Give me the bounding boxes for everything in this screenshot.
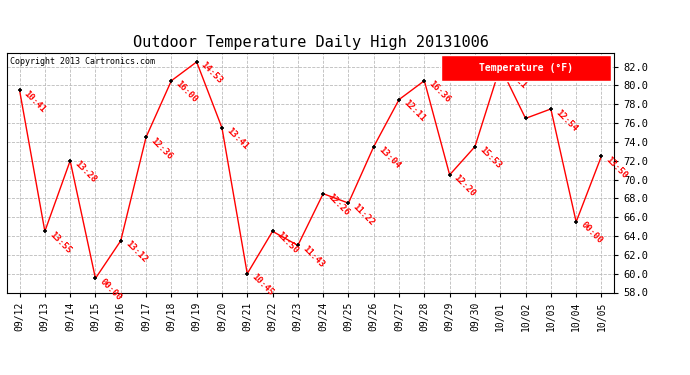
Text: 11:50: 11:50 bbox=[275, 230, 300, 255]
Text: 12:54: 12:54 bbox=[553, 108, 579, 133]
Text: Copyright 2013 Cartronics.com: Copyright 2013 Cartronics.com bbox=[10, 57, 155, 66]
Text: 13:50: 13:50 bbox=[604, 154, 629, 180]
FancyBboxPatch shape bbox=[441, 55, 611, 81]
Point bbox=[293, 243, 304, 249]
Text: 13:41: 13:41 bbox=[224, 126, 250, 152]
Text: 16:00: 16:00 bbox=[174, 80, 199, 105]
Point bbox=[419, 78, 430, 84]
Text: 11:22: 11:22 bbox=[351, 202, 376, 227]
Point bbox=[368, 144, 380, 150]
Point bbox=[90, 275, 101, 281]
Point bbox=[217, 125, 228, 131]
Text: 12:36: 12:36 bbox=[148, 136, 174, 161]
Point bbox=[343, 200, 354, 206]
Point bbox=[39, 228, 50, 234]
Point bbox=[495, 64, 506, 70]
Text: 15:53: 15:53 bbox=[477, 145, 503, 171]
Point bbox=[571, 219, 582, 225]
Point bbox=[65, 158, 76, 164]
Text: 14:53: 14:53 bbox=[199, 60, 224, 86]
Text: 13:28: 13:28 bbox=[72, 159, 98, 185]
Point bbox=[191, 59, 202, 65]
Text: 10:45: 10:45 bbox=[250, 272, 275, 298]
Point bbox=[166, 78, 177, 84]
Text: 16:36: 16:36 bbox=[427, 80, 452, 105]
Point bbox=[596, 153, 607, 159]
Point bbox=[317, 190, 328, 196]
Text: 15:21: 15:21 bbox=[503, 65, 528, 91]
Point bbox=[141, 134, 152, 140]
Text: 12:11: 12:11 bbox=[402, 98, 427, 123]
Point bbox=[14, 87, 25, 93]
Point bbox=[469, 144, 480, 150]
Text: 12:20: 12:20 bbox=[452, 174, 477, 199]
Point bbox=[444, 172, 455, 178]
Title: Outdoor Temperature Daily High 20131006: Outdoor Temperature Daily High 20131006 bbox=[132, 35, 489, 50]
Point bbox=[115, 238, 126, 244]
Text: 13:55: 13:55 bbox=[48, 230, 72, 255]
Point bbox=[393, 96, 404, 102]
Text: 11:43: 11:43 bbox=[300, 244, 326, 269]
Point bbox=[545, 106, 556, 112]
Text: 12:26: 12:26 bbox=[326, 192, 351, 217]
Text: 00:00: 00:00 bbox=[98, 277, 124, 302]
Point bbox=[267, 228, 278, 234]
Text: Temperature (°F): Temperature (°F) bbox=[479, 63, 573, 73]
Text: 10:41: 10:41 bbox=[22, 89, 48, 114]
Text: 13:04: 13:04 bbox=[376, 145, 402, 171]
Point bbox=[241, 271, 253, 277]
Text: 13:12: 13:12 bbox=[124, 239, 148, 265]
Text: 00:00: 00:00 bbox=[579, 220, 604, 246]
Point bbox=[520, 116, 531, 122]
